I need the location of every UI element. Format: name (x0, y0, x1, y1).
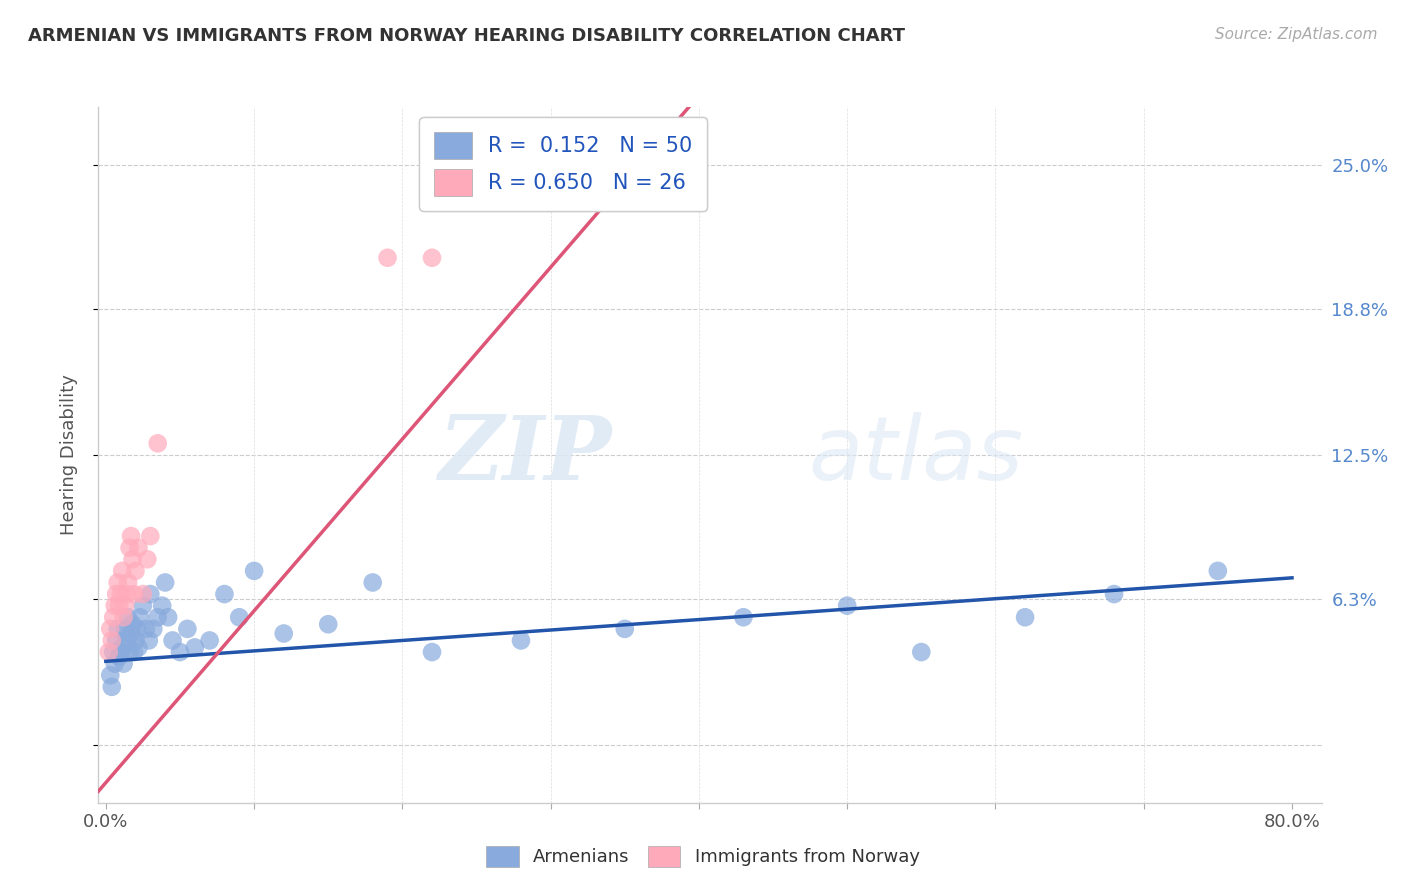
Point (105, 587, 128, 601)
Point (157, 610, 180, 624)
Point (104, 599, 127, 613)
Point (125, 622, 148, 636)
Point (124, 564, 146, 578)
Legend: Armenians, Immigrants from Norway: Armenians, Immigrants from Norway (479, 838, 927, 874)
Point (100, 633, 122, 648)
Point (139, 587, 162, 601)
Point (910, 645, 932, 659)
Point (98, 668, 121, 682)
Point (110, 645, 132, 659)
Point (176, 622, 198, 636)
Point (510, 633, 533, 648)
Point (184, 640, 207, 655)
Point (107, 575, 129, 590)
Point (146, 436, 169, 450)
Point (132, 587, 155, 601)
Point (117, 610, 139, 624)
Point (136, 552, 159, 566)
Point (142, 622, 165, 636)
Point (120, 626, 142, 640)
Point (132, 599, 155, 613)
Point (114, 622, 136, 636)
Point (98, 622, 121, 636)
Text: ZIP: ZIP (439, 412, 612, 498)
Y-axis label: Hearing Disability: Hearing Disability (59, 375, 77, 535)
Point (124, 633, 146, 648)
Point (122, 587, 145, 601)
Point (112, 610, 135, 624)
Point (111, 564, 134, 578)
Point (733, 610, 755, 624)
Point (97, 645, 120, 659)
Point (420, 251, 443, 265)
Point (138, 633, 160, 648)
Point (361, 575, 384, 590)
Point (121, 617, 143, 632)
Point (105, 633, 128, 648)
Point (1014, 610, 1036, 624)
Point (127, 640, 149, 655)
Text: ARMENIAN VS IMMIGRANTS FROM NORWAY HEARING DISABILITY CORRELATION CHART: ARMENIAN VS IMMIGRANTS FROM NORWAY HEARI… (28, 27, 905, 45)
Point (118, 645, 141, 659)
Point (107, 622, 129, 636)
Point (214, 587, 236, 601)
Point (108, 649, 131, 664)
Point (162, 633, 184, 648)
Point (1102, 587, 1125, 601)
Point (100, 680, 122, 694)
Point (115, 633, 138, 648)
Point (120, 529, 142, 543)
Point (146, 610, 169, 624)
Point (316, 617, 339, 632)
Point (1206, 564, 1229, 578)
Point (150, 599, 173, 613)
Point (121, 552, 143, 566)
Point (122, 645, 145, 659)
Point (613, 622, 636, 636)
Point (139, 529, 162, 543)
Point (243, 564, 266, 578)
Point (273, 626, 295, 640)
Text: atlas: atlas (808, 412, 1022, 498)
Point (129, 610, 152, 624)
Point (103, 610, 125, 624)
Point (114, 599, 136, 613)
Legend: R =  0.152   N = 50, R = 0.650   N = 26: R = 0.152 N = 50, R = 0.650 N = 26 (419, 118, 707, 211)
Point (420, 645, 443, 659)
Point (103, 645, 125, 659)
Point (115, 587, 138, 601)
Point (118, 541, 141, 555)
Point (104, 657, 127, 671)
Point (377, 251, 399, 265)
Point (228, 610, 250, 624)
Point (112, 657, 135, 671)
Point (108, 599, 131, 613)
Point (110, 587, 132, 601)
Point (169, 645, 191, 659)
Text: Source: ZipAtlas.com: Source: ZipAtlas.com (1215, 27, 1378, 42)
Point (117, 575, 139, 590)
Point (111, 640, 134, 655)
Point (198, 633, 221, 648)
Point (153, 575, 176, 590)
Point (135, 622, 157, 636)
Point (127, 541, 149, 555)
Point (837, 599, 859, 613)
